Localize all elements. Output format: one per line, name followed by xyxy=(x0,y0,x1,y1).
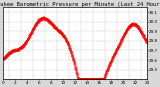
Title: Milwaukee Barometric Pressure per Minute (Last 24 Hours): Milwaukee Barometric Pressure per Minute… xyxy=(0,2,160,7)
